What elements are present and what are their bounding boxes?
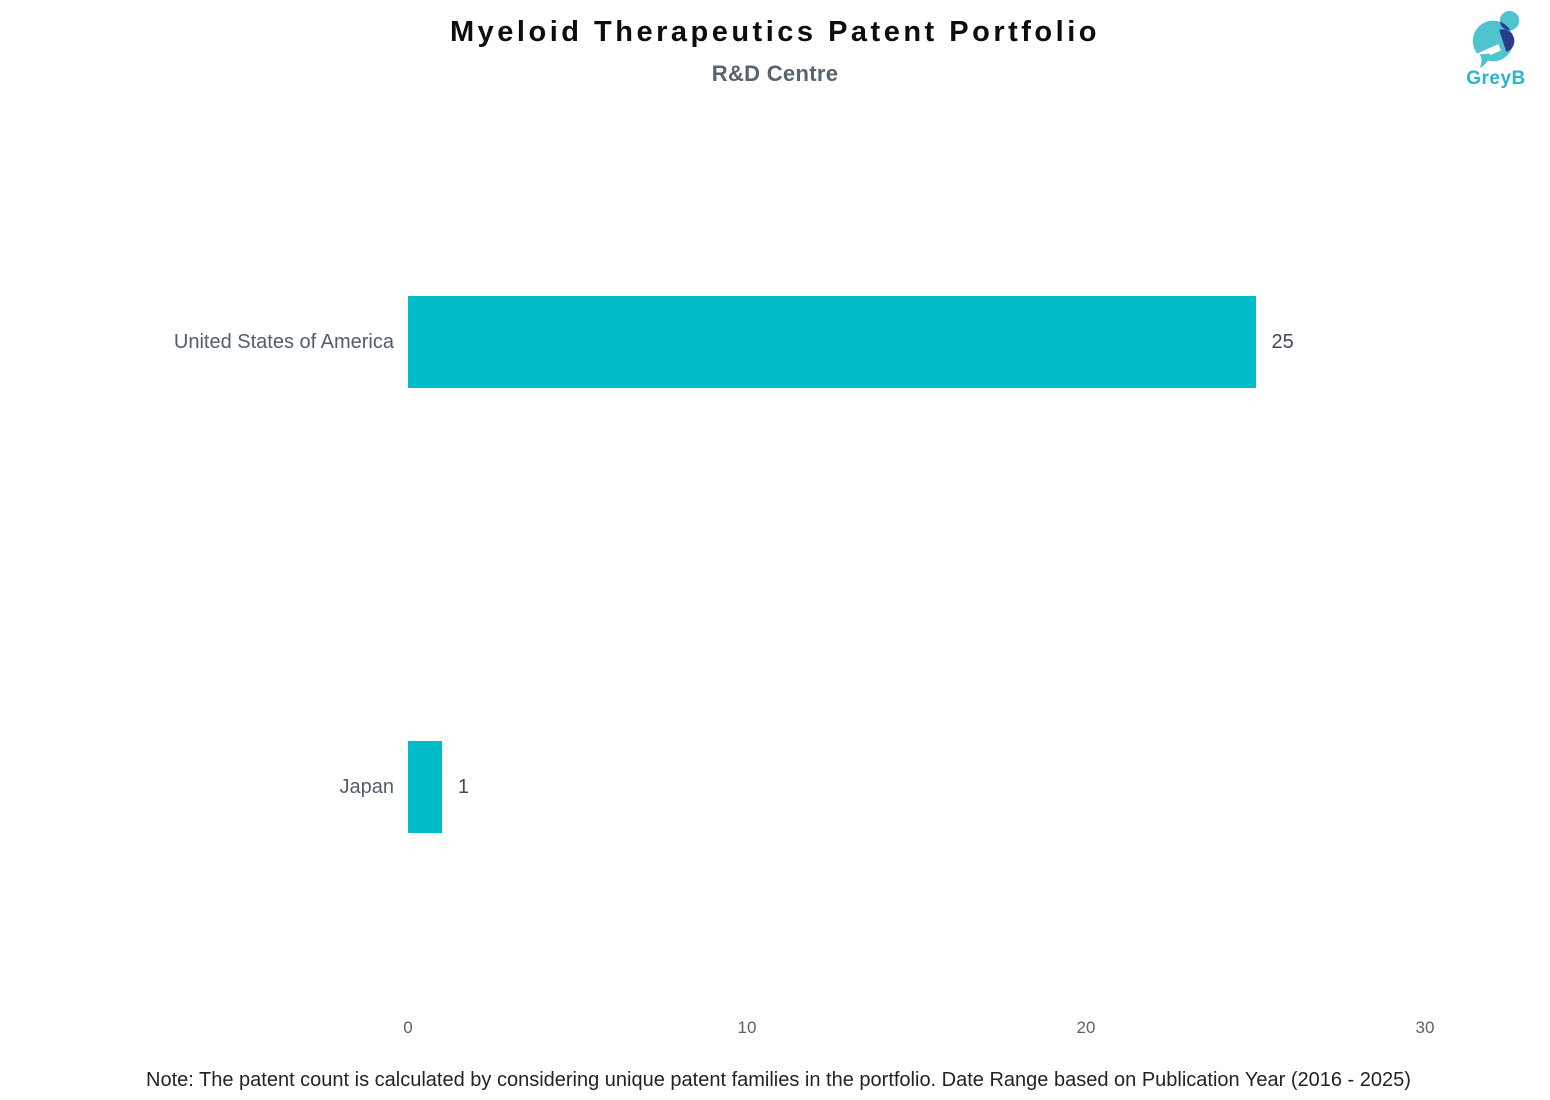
bar-row-united-states: United States of America 25: [0, 296, 1294, 388]
footnote: Note: The patent count is calculated by …: [146, 1069, 1411, 1091]
bar-united-states: [408, 296, 1256, 388]
bar-row-japan: Japan 1: [0, 741, 469, 833]
greyb-logo-icon: [1468, 10, 1520, 68]
x-axis-tick-0: 0: [403, 1018, 413, 1037]
greyb-logo: GreyB: [1462, 8, 1530, 90]
bar-japan: [408, 741, 442, 833]
greyb-logo-wordmark: GreyB: [1466, 68, 1526, 89]
chart-subtitle: R&D Centre: [711, 61, 839, 86]
chart-header: Myeloid Therapeutics Patent Portfolio R&…: [0, 16, 1550, 87]
x-axis-tick-30: 30: [1415, 1018, 1435, 1037]
category-label-united-states: United States of America: [173, 330, 394, 353]
chart-title: Myeloid Therapeutics Patent Portfolio: [450, 16, 1100, 48]
category-label-japan: Japan: [339, 775, 395, 798]
value-label-united-states: 25: [1271, 330, 1294, 353]
x-axis-tick-10: 10: [737, 1018, 757, 1037]
x-axis-tick-20: 20: [1076, 1018, 1096, 1037]
value-label-japan: 1: [457, 775, 470, 798]
